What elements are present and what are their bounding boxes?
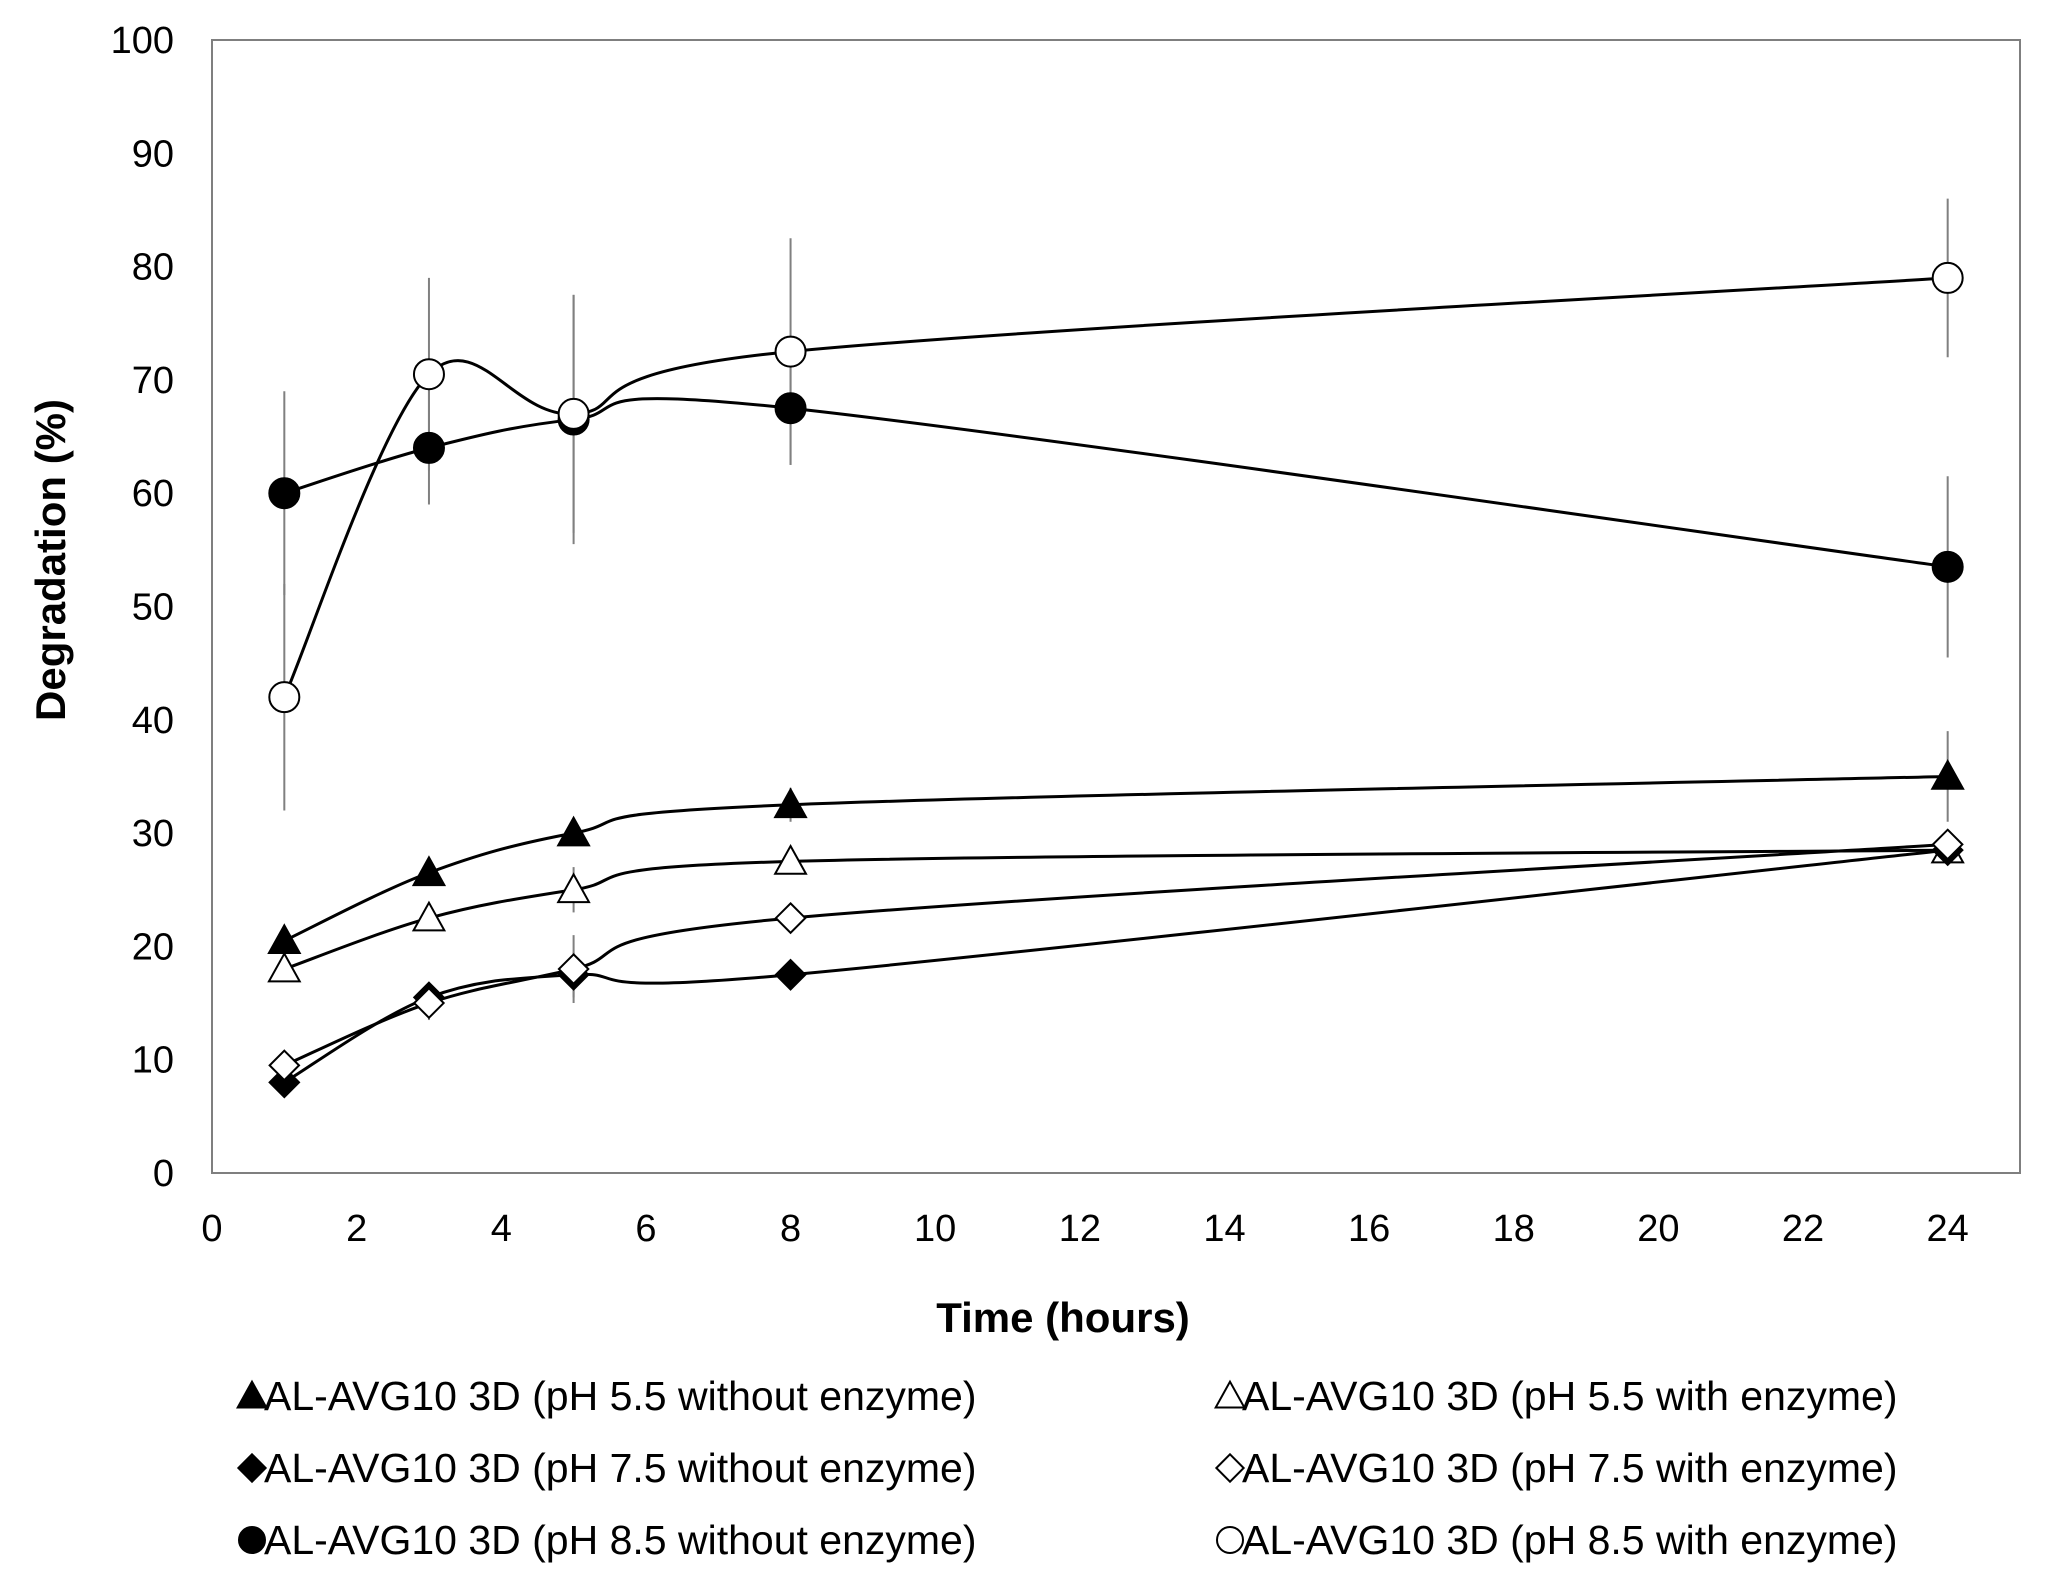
data-point-al-avg10-3d-ph-8-5-with-enzyme [774, 335, 807, 368]
data-point-al-avg10-3d-ph-8-5-with-enzyme [268, 681, 301, 714]
legend-item-al-avg10-3d-ph-8-5-with-enzyme: AL-AVG10 3D (pH 8.5 with enzyme) [1216, 1517, 1898, 1563]
data-point-al-avg10-3d-ph-8-5-without-enzyme [268, 477, 301, 510]
legend-marker-triangle-open [1214, 1379, 1246, 1409]
x-axis-title: Time (hours) [936, 1294, 1190, 1341]
y-tick-label: 70 [132, 360, 174, 402]
x-tick-label: 2 [346, 1208, 367, 1250]
legend-item-al-avg10-3d-ph-7-5-without-enzyme: AL-AVG10 3D (pH 7.5 without enzyme) [236, 1445, 977, 1491]
data-point-al-avg10-3d-ph-8-5-without-enzyme [774, 392, 807, 425]
x-tick-label: 6 [635, 1208, 656, 1250]
data-point-al-avg10-3d-ph-7-5-with-enzyme [268, 1049, 301, 1082]
plot-area [211, 39, 2021, 1174]
y-tick-label: 40 [132, 700, 174, 742]
legend-item-al-avg10-3d-ph-5-5-without-enzyme: AL-AVG10 3D (pH 5.5 without enzyme) [236, 1373, 977, 1419]
data-point-al-avg10-3d-ph-5-5-with-enzyme [267, 951, 302, 983]
legend-marker-diamond-filled [236, 1452, 268, 1484]
data-point-al-avg10-3d-ph-5-5-without-enzyme [1930, 758, 1965, 790]
y-tick-label: 50 [132, 587, 174, 629]
x-tick-label: 18 [1493, 1208, 1535, 1250]
legend-label: AL-AVG10 3D (pH 5.5 without enzyme) [264, 1373, 977, 1419]
x-tick-label: 24 [1927, 1208, 1969, 1250]
data-point-al-avg10-3d-ph-5-5-with-enzyme [411, 900, 447, 932]
legend-item-al-avg10-3d-ph-7-5-with-enzyme: AL-AVG10 3D (pH 7.5 with enzyme) [1214, 1445, 1898, 1491]
data-point-al-avg10-3d-ph-8-5-without-enzyme [412, 431, 445, 464]
legend-marker-circle-open [1216, 1526, 1244, 1554]
data-point-al-avg10-3d-ph-5-5-with-enzyme [556, 872, 591, 904]
data-point-al-avg10-3d-ph-5-5-without-enzyme [556, 815, 591, 847]
data-point-al-avg10-3d-ph-7-5-with-enzyme [412, 986, 446, 1020]
x-tick-label: 22 [1782, 1208, 1824, 1250]
x-tick-label: 0 [201, 1208, 222, 1250]
data-point-al-avg10-3d-ph-8-5-with-enzyme [1931, 261, 1964, 294]
legend-item-al-avg10-3d-ph-5-5-with-enzyme: AL-AVG10 3D (pH 5.5 with enzyme) [1214, 1373, 1898, 1419]
data-point-al-avg10-3d-ph-8-5-with-enzyme [412, 358, 445, 391]
data-point-al-avg10-3d-ph-7-5-without-enzyme [268, 1066, 301, 1099]
x-axis-ticks: 0 2 4 6 8 10 12 14 16 18 20 22 24 [201, 1208, 1968, 1250]
y-axis-title: Degradation (%) [27, 399, 74, 721]
data-point-al-avg10-3d-ph-5-5-without-enzyme [411, 855, 447, 887]
y-tick-label: 100 [111, 20, 174, 62]
data-point-al-avg10-3d-ph-7-5-with-enzyme [557, 952, 590, 986]
series-markers [267, 261, 1965, 1099]
legend-label: AL-AVG10 3D (pH 7.5 without enzyme) [264, 1445, 977, 1491]
x-tick-label: 14 [1203, 1208, 1245, 1250]
data-point-al-avg10-3d-ph-5-5-with-enzyme [773, 843, 808, 875]
legend-label: AL-AVG10 3D (pH 5.5 with enzyme) [1242, 1373, 1898, 1419]
legend-label: AL-AVG10 3D (pH 7.5 with enzyme) [1242, 1445, 1898, 1491]
y-tick-label: 10 [132, 1040, 174, 1082]
y-tick-label: 0 [153, 1153, 174, 1195]
x-tick-label: 8 [780, 1208, 801, 1250]
legend-item-al-avg10-3d-ph-8-5-without-enzyme: AL-AVG10 3D (pH 8.5 without enzyme) [238, 1517, 977, 1563]
y-axis-ticks: 0 10 20 30 40 50 60 70 80 90 100 [111, 20, 174, 1195]
y-tick-label: 60 [132, 473, 174, 515]
y-tick-label: 80 [132, 247, 174, 289]
y-tick-label: 90 [132, 133, 174, 175]
data-point-al-avg10-3d-ph-7-5-with-enzyme [774, 901, 807, 935]
x-tick-label: 4 [491, 1208, 512, 1250]
x-tick-label: 20 [1637, 1208, 1679, 1250]
legend-marker-triangle-filled [236, 1379, 268, 1409]
series-line-al-avg10-3d-ph-8-5-with-enzyme [282, 276, 1948, 698]
y-tick-label: 30 [132, 813, 174, 855]
x-tick-label: 16 [1348, 1208, 1390, 1250]
data-point-al-avg10-3d-ph-7-5-with-enzyme [1931, 828, 1964, 861]
data-point-al-avg10-3d-ph-8-5-with-enzyme [557, 397, 590, 430]
data-point-al-avg10-3d-ph-5-5-without-enzyme [773, 787, 808, 819]
legend-label: AL-AVG10 3D (pH 8.5 without enzyme) [264, 1517, 977, 1563]
y-tick-label: 20 [132, 926, 174, 968]
legend: AL-AVG10 3D (pH 5.5 without enzyme) AL-AV… [236, 1373, 1898, 1563]
data-point-al-avg10-3d-ph-7-5-without-enzyme [774, 958, 807, 991]
x-tick-label: 10 [914, 1208, 956, 1250]
x-tick-label: 12 [1059, 1208, 1101, 1250]
legend-marker-circle-filled [238, 1526, 266, 1554]
data-point-al-avg10-3d-ph-8-5-without-enzyme [1931, 550, 1964, 583]
legend-label: AL-AVG10 3D (pH 8.5 with enzyme) [1242, 1517, 1898, 1563]
legend-marker-diamond-open [1214, 1452, 1246, 1484]
